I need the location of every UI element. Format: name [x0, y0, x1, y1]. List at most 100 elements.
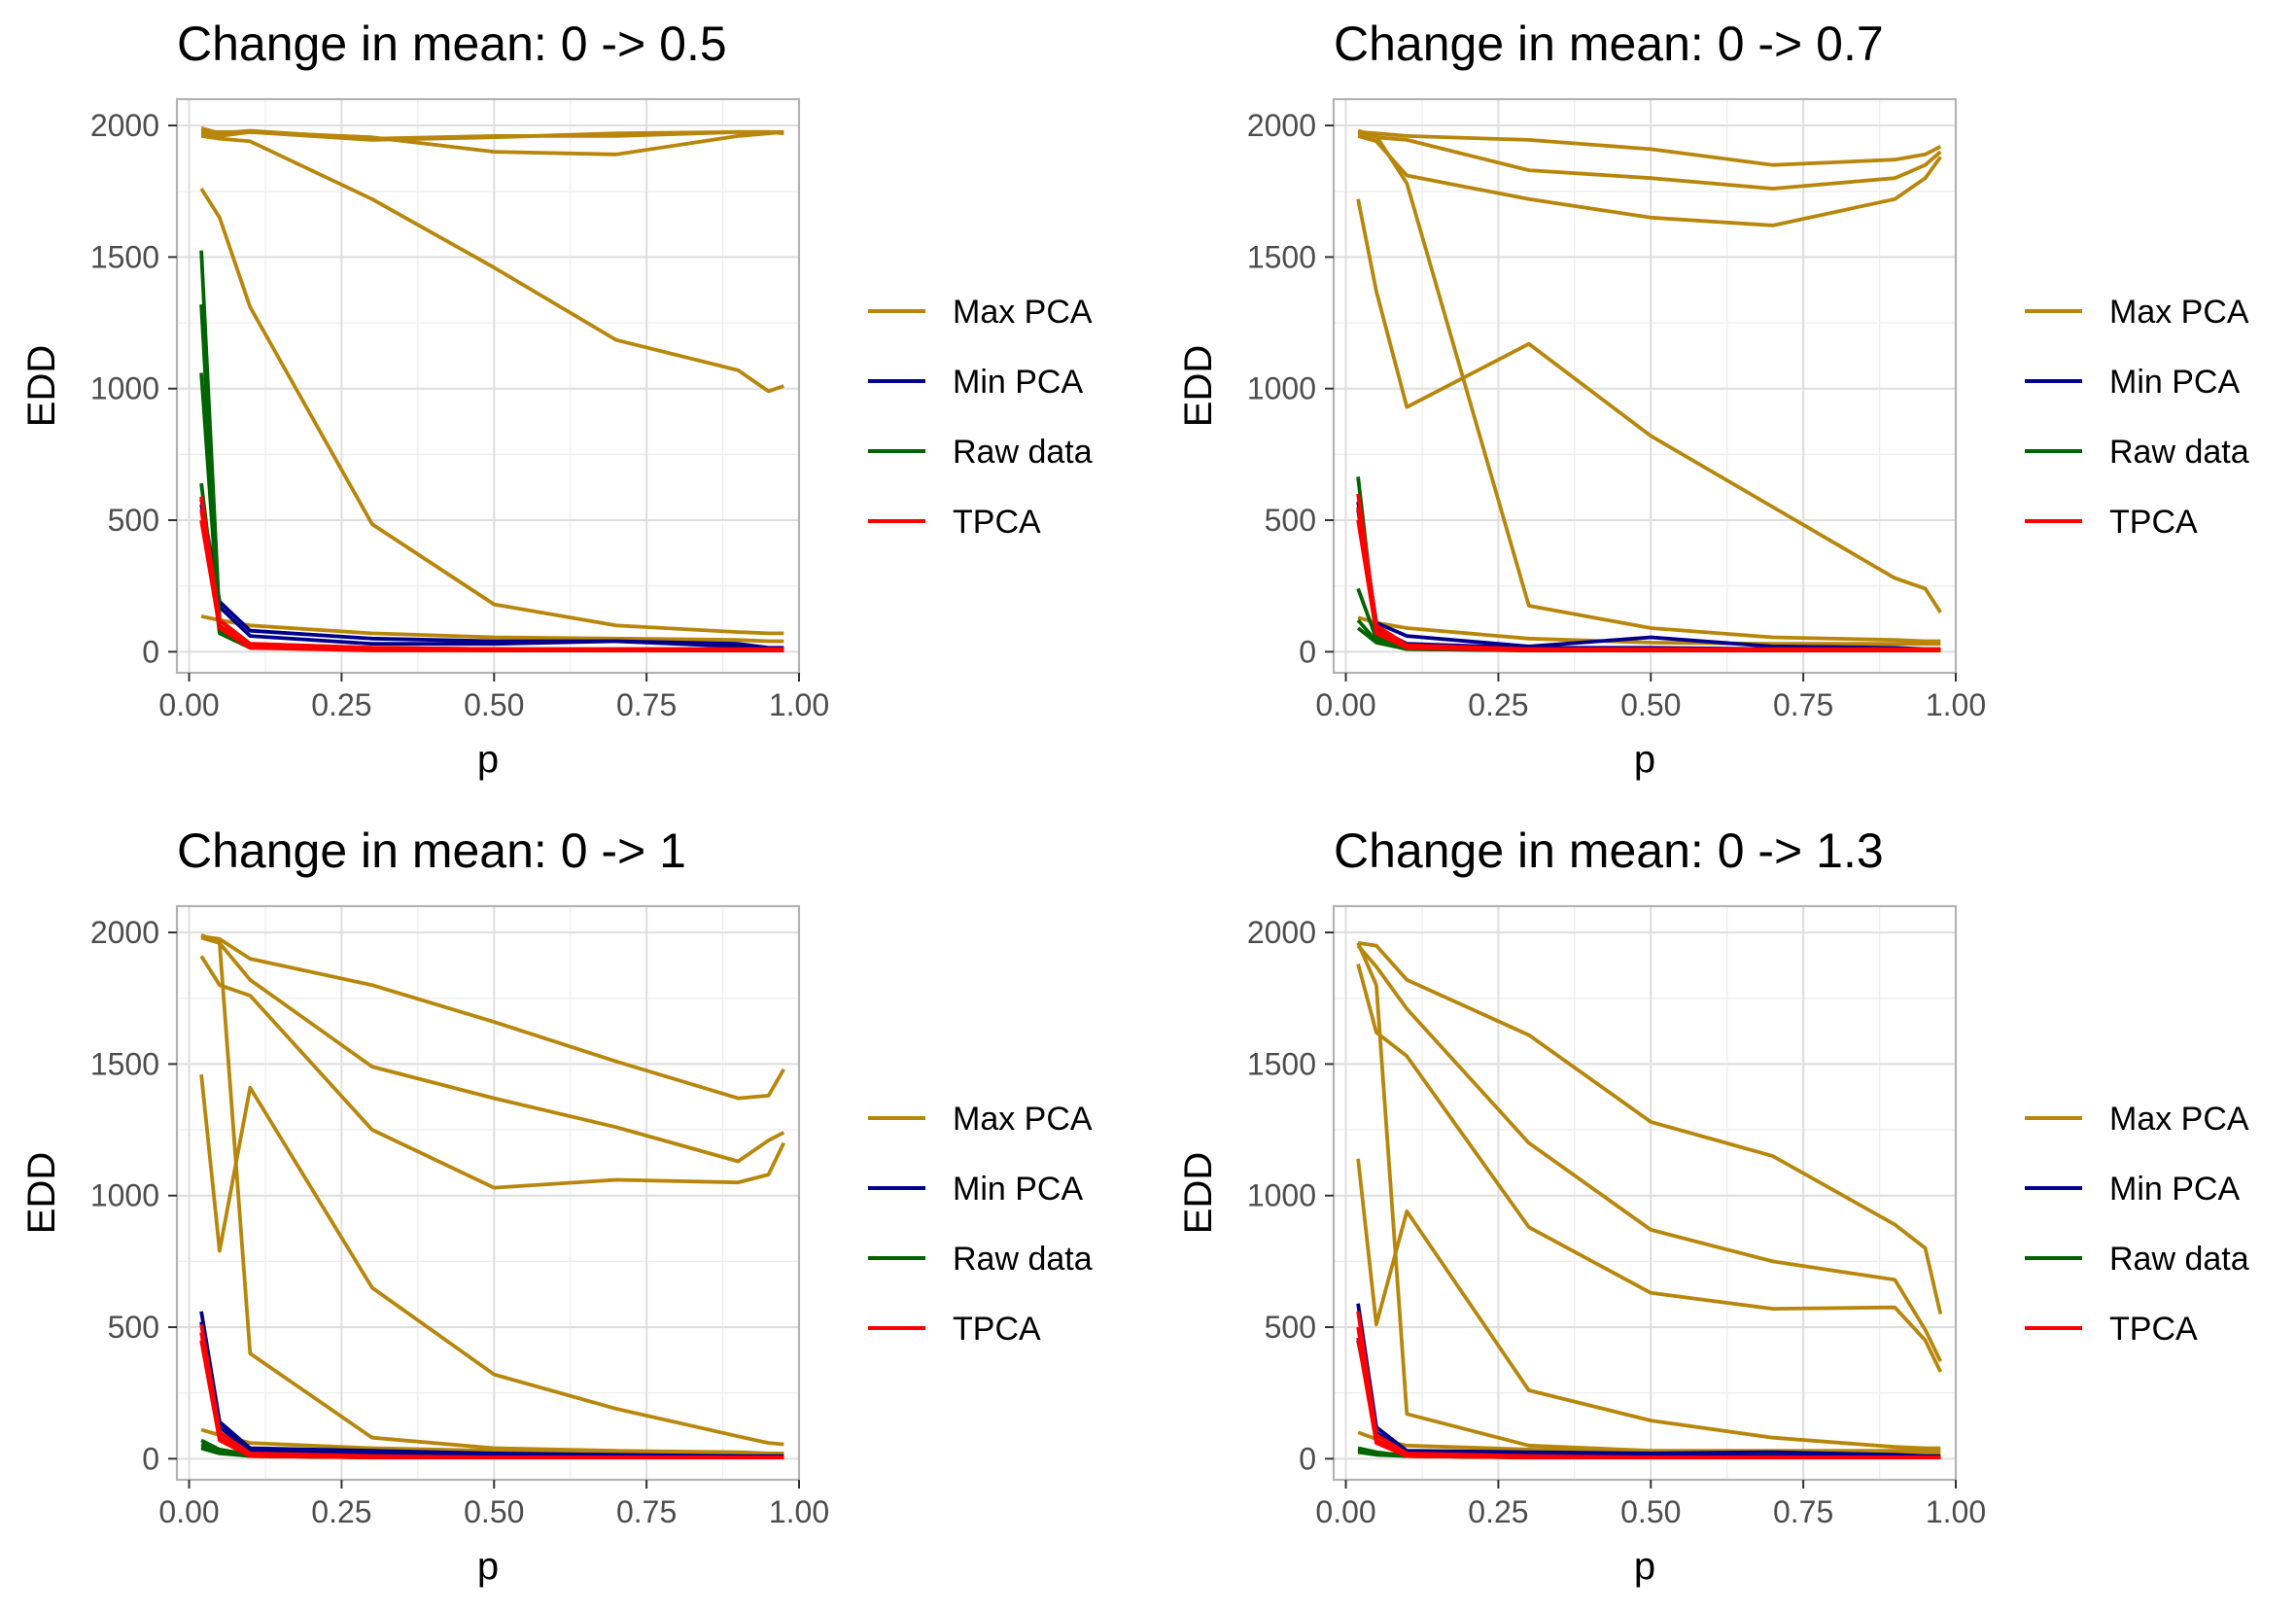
series-line-max-pca [200, 129, 784, 157]
series-line-tpca [1356, 519, 1941, 652]
series-line-tpca [1356, 1337, 1941, 1459]
y-tick-label: 500 [1265, 1310, 1316, 1345]
series-line-max-pca [1357, 131, 1942, 191]
legend-label-tpca: TPCA [2109, 504, 2198, 541]
legend: Max PCA Min PCA Raw data TPCA [2025, 294, 2249, 541]
chart-panel-1: 0.00 0.25 0.50 0.75 1.00 0 500 1000 1500 2000 p EDD… [20, 17, 1093, 781]
y-axis-title: EDD [20, 1152, 63, 1234]
x-tick-label: 0.50 [1620, 687, 1681, 722]
x-tick-label: 0.25 [1468, 687, 1528, 722]
series-line-max-pca [1357, 129, 1942, 167]
legend-label-max-pca: Max PCA [953, 1101, 1093, 1138]
legend-label-raw-data: Raw data [2109, 1241, 2249, 1278]
x-tick-label: 0.00 [158, 687, 219, 722]
legend: Max PCA Min PCA Raw data TPCA [868, 294, 1093, 541]
legend-label-raw-data: Raw data [953, 434, 1093, 471]
legend-label-max-pca: Max PCA [953, 294, 1093, 331]
panel-border [1332, 97, 1958, 675]
plot-area [1334, 99, 1956, 673]
legend-label-min-pca: Min PCA [953, 364, 1083, 401]
chart-title: Change in mean: 0 -> 0.5 [177, 17, 727, 71]
series-line-max-pca [1356, 964, 1943, 1373]
y-tick-label: 500 [108, 503, 159, 538]
y-tick-label: 1500 [1247, 1046, 1316, 1081]
legend: Max PCA Min PCA Raw data TPCA [868, 1101, 1093, 1348]
y-tick-label: 1000 [1247, 1178, 1316, 1213]
x-tick-label: 0.50 [464, 687, 524, 722]
legend-label-min-pca: Min PCA [2109, 364, 2240, 401]
series-line-max-pca [201, 129, 784, 142]
legend-label-tpca: TPCA [2109, 1311, 2198, 1348]
y-tick-label: 1500 [90, 239, 159, 274]
y-tick-label: 2000 [1247, 915, 1316, 950]
legend-label-max-pca: Max PCA [2109, 294, 2249, 331]
series-lines [199, 125, 784, 652]
panel-border [175, 904, 801, 1482]
chart-panel-3: 0.00 0.25 0.50 0.75 1.00 0 500 1000 1500 2000 p EDD… [20, 824, 1093, 1588]
legend-label-raw-data: Raw data [2109, 434, 2249, 471]
x-tick-label: 0.00 [1315, 687, 1375, 722]
plot-area [1334, 906, 1956, 1480]
series-line-max-pca [199, 187, 784, 636]
y-axis-title: EDD [1177, 345, 1220, 427]
series-lines [199, 933, 786, 1459]
plot-area [177, 99, 799, 673]
legend-label-min-pca: Min PCA [2109, 1171, 2240, 1208]
y-tick-label: 500 [108, 1310, 159, 1345]
y-tick-label: 1000 [1247, 371, 1316, 406]
series-line-tpca [199, 519, 784, 652]
series-line-max-pca [1357, 128, 1941, 644]
y-tick-label: 2000 [1247, 108, 1316, 143]
legend-label-raw-data: Raw data [953, 1241, 1093, 1278]
y-tick-label: 0 [142, 634, 159, 669]
legend-label-tpca: TPCA [953, 1311, 1041, 1348]
x-tick-label: 0.75 [616, 687, 677, 722]
y-tick-label: 1500 [90, 1046, 159, 1081]
x-axis-title: p [477, 1545, 499, 1588]
series-lines [1356, 128, 1942, 652]
series-lines [1356, 941, 1943, 1459]
series-line-max-pca [199, 1074, 784, 1447]
series-line-max-pca [200, 934, 785, 1101]
x-tick-label: 1.00 [769, 1494, 829, 1529]
x-axis-title: p [1634, 1545, 1655, 1588]
chart-title: Change in mean: 0 -> 1.3 [1334, 824, 1884, 878]
y-tick-label: 1500 [1247, 239, 1316, 274]
chart-panel-2: 0.00 0.25 0.50 0.75 1.00 0 500 1000 1500 2000 p EDD… [1177, 17, 2249, 781]
x-tick-label: 0.25 [1468, 1494, 1528, 1529]
series-line-max-pca [1357, 941, 1943, 1314]
chart-title: Change in mean: 0 -> 0.7 [1334, 17, 1884, 71]
series-line-max-pca [199, 955, 786, 1190]
y-tick-label: 2000 [90, 915, 159, 950]
series-line-max-pca [1356, 944, 1943, 1363]
legend-label-tpca: TPCA [953, 504, 1041, 541]
x-tick-label: 1.00 [769, 687, 829, 722]
series-line-max-pca [1356, 198, 1942, 613]
chart-title: Change in mean: 0 -> 1 [177, 824, 686, 878]
x-tick-label: 0.75 [1773, 687, 1833, 722]
series-line-max-pca [1357, 615, 1941, 647]
series-line-max-pca [200, 134, 784, 394]
x-tick-label: 0.50 [464, 1494, 524, 1529]
panel-border [175, 97, 801, 675]
x-tick-label: 0.75 [616, 1494, 677, 1529]
chart-panel-4: 0.00 0.25 0.50 0.75 1.00 0 500 1000 1500 2000 p EDD… [1177, 824, 2249, 1588]
x-tick-label: 0.25 [311, 687, 371, 722]
y-tick-label: 2000 [90, 108, 159, 143]
y-tick-label: 0 [1299, 1441, 1316, 1476]
x-tick-label: 0.25 [311, 1494, 371, 1529]
series-line-max-pca [1356, 1158, 1941, 1451]
x-tick-label: 0.00 [1315, 1494, 1375, 1529]
x-tick-label: 1.00 [1926, 1494, 1986, 1529]
x-tick-label: 0.00 [158, 1494, 219, 1529]
y-tick-label: 1000 [90, 1178, 159, 1213]
y-tick-label: 1000 [90, 371, 159, 406]
y-axis-title: EDD [20, 345, 63, 427]
legend-label-max-pca: Max PCA [2109, 1101, 2249, 1138]
series-line-tpca [199, 1340, 784, 1459]
series-line-max-pca [200, 935, 785, 1164]
x-tick-label: 0.75 [1773, 1494, 1833, 1529]
x-tick-label: 0.50 [1620, 1494, 1681, 1529]
